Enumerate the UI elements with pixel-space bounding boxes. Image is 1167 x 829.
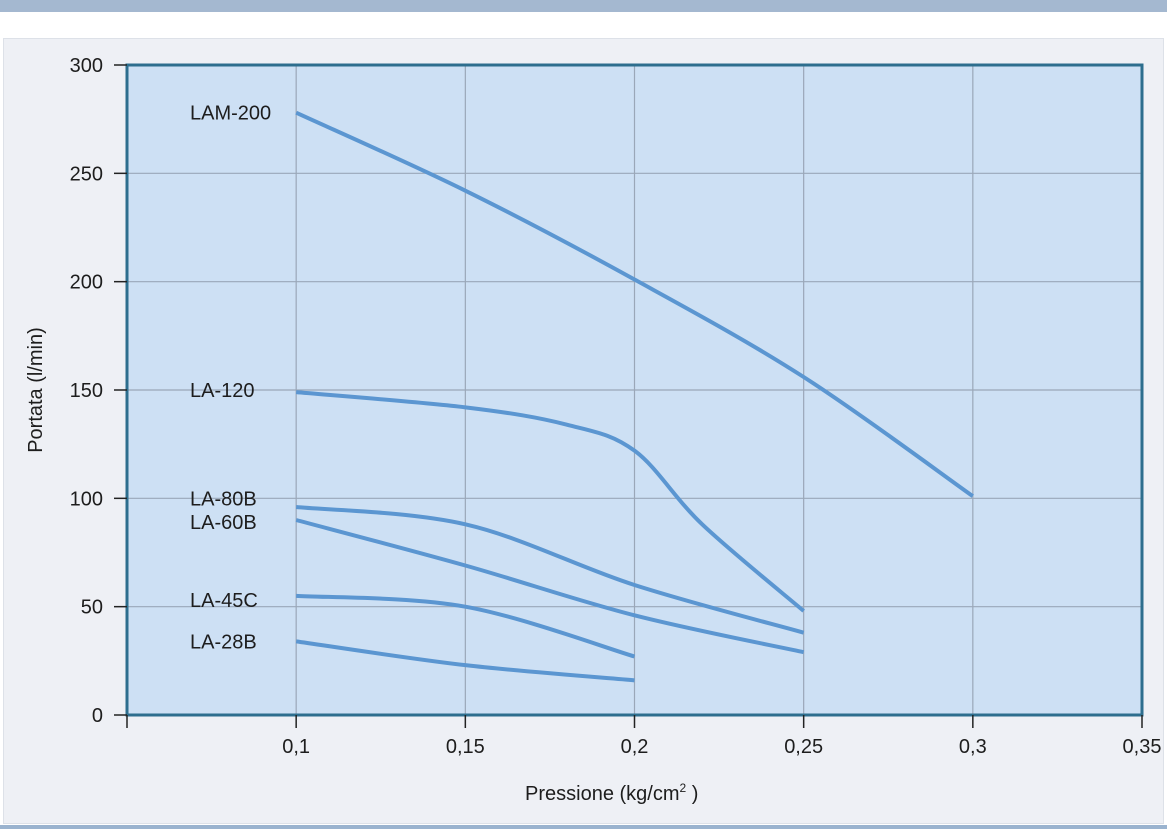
series-label-lam-200: LAM-200 bbox=[190, 103, 271, 125]
series-line-la-60b bbox=[295, 518, 805, 655]
x-tick-label-3: 0,25 bbox=[784, 736, 823, 758]
series-line-la-28b bbox=[295, 639, 635, 683]
x-tick-label-5: 0,35 bbox=[1123, 736, 1162, 758]
x-axis-title-end: ) bbox=[686, 783, 698, 805]
x-axis-title-main: Pressione (kg/cm bbox=[525, 783, 680, 805]
y-tick-label-1: 50 bbox=[81, 597, 103, 619]
y-tick-label-4: 200 bbox=[70, 272, 103, 294]
series-label-la-60b: LA-60B bbox=[190, 512, 257, 534]
series-line-la-80b bbox=[295, 505, 805, 635]
x-tick-label-4: 0,3 bbox=[959, 736, 987, 758]
bottom-banner-bar bbox=[0, 825, 1167, 829]
y-tick-label-5: 250 bbox=[70, 163, 103, 185]
series-lines bbox=[295, 110, 974, 683]
x-axis-title: Pressione (kg/cm2 ) bbox=[525, 781, 698, 805]
series-label-la-28b: LA-28B bbox=[190, 631, 257, 653]
y-tick-label-3: 150 bbox=[70, 380, 103, 402]
series-line-la-45c bbox=[296, 593, 636, 659]
x-tick-label-0: 0,1 bbox=[282, 736, 310, 758]
x-axis-title-superscript: 2 bbox=[680, 781, 687, 795]
series-label-la-45c: LA-45C bbox=[190, 590, 258, 612]
y-tick-label-6: 300 bbox=[70, 55, 103, 77]
y-tick-label-0: 0 bbox=[92, 705, 103, 727]
series-label-la-120: LA-120 bbox=[190, 380, 255, 402]
top-banner-bar bbox=[0, 0, 1167, 12]
y-axis-title: Portata (l/min) bbox=[25, 327, 47, 453]
axes: 0 50 100 150 200 250 300 0,1 0,15 0,2 0,25 0,3 0,35 bbox=[70, 55, 1162, 758]
x-tick-label-2: 0,2 bbox=[621, 736, 649, 758]
x-tick-label-1: 0,15 bbox=[446, 736, 485, 758]
series-label-la-80b: LA-80B bbox=[190, 488, 257, 510]
series-line-lam-200 bbox=[295, 110, 974, 498]
series-line-la-120 bbox=[295, 390, 805, 613]
y-tick-label-2: 100 bbox=[70, 488, 103, 510]
